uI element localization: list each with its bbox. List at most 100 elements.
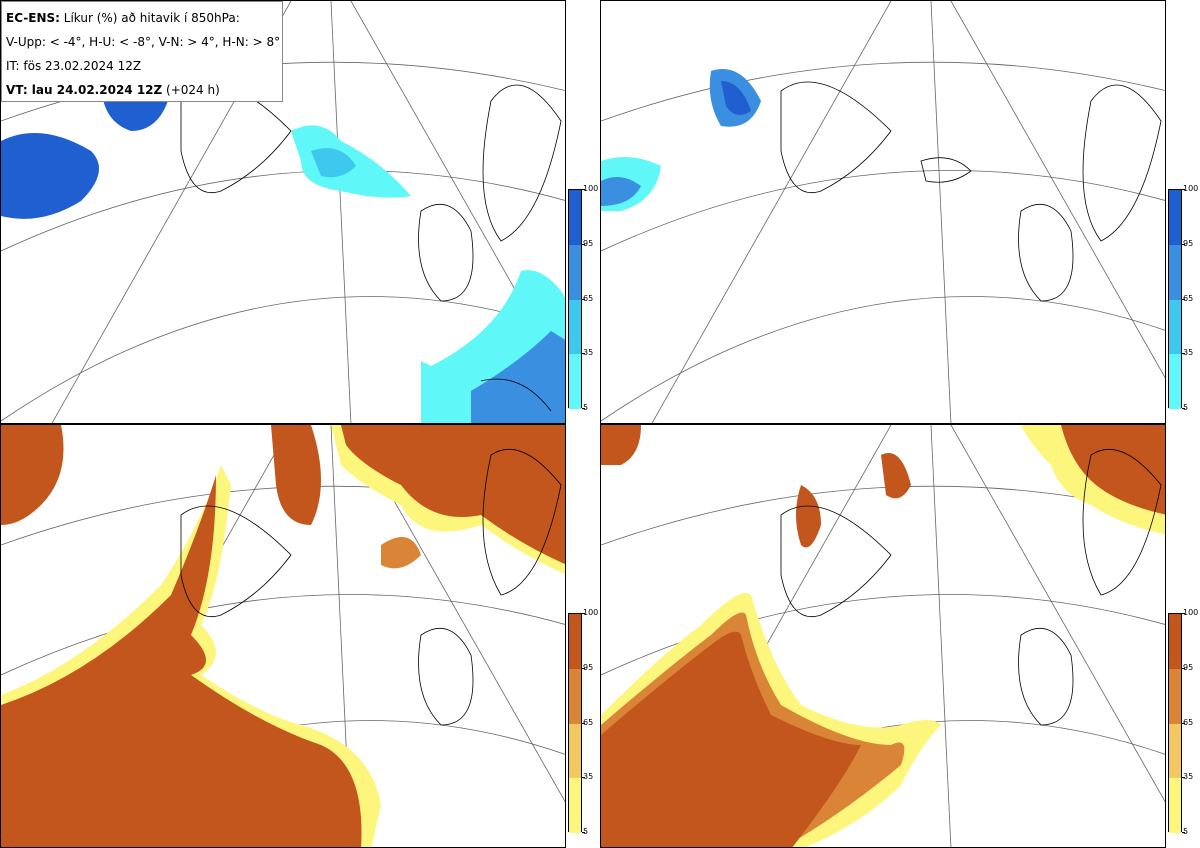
coastline [1082,448,1162,596]
colorbar-tick-label: 35 [583,772,594,782]
coastline [482,448,562,596]
colorbar-tick-label: 100 [583,608,599,617]
colorbar-tick-label: 95 [583,238,594,248]
colorbar-tick-label: 95 [1183,662,1194,672]
colorbar-warm: 100 95 65 35 5 [568,609,600,836]
colorbar-gradient [568,613,582,833]
colorbar-tick [582,667,585,669]
colorbar-segment [1169,614,1181,669]
info-initial-time: IT: fös 23.02.2024 12Z [6,59,142,73]
map-canvas [601,1,1165,423]
colorbar-gradient [568,189,582,409]
coastline [180,505,292,617]
colorbar-tick [1182,353,1185,355]
colorbar-tick-label: 5 [583,827,589,836]
colorbar-tick [1182,832,1185,833]
colorbar-tick-label: 65 [1183,293,1194,303]
colorbar-segment [569,190,581,245]
colorbar-tick [1182,298,1185,300]
colorbar-warm: 100 95 65 35 5 [1168,609,1200,836]
colorbar-tick [582,777,585,779]
latitude-line [601,296,1165,422]
colorbar-tick-label: 5 [1183,403,1189,412]
meridian-line [950,425,1165,803]
colorbar-tick [1182,722,1185,724]
colorbar-tick-label: 65 [1183,717,1194,727]
meridian-line [651,1,892,423]
colorbar-segment [1169,299,1181,355]
latitude-line [601,170,1165,252]
info-description: Líkur (%) að hitavik í 850hPa: [59,11,240,25]
colorbar-tick [582,189,585,190]
colorbar-segment [1169,668,1181,724]
colorbar-tick [582,613,585,614]
latitude-line [1,170,565,252]
colorbar-tick [582,408,585,409]
colorbar-tick-label: 35 [1183,772,1194,782]
colorbar-segment [569,614,581,669]
colorbar-tick-label: 35 [583,348,594,358]
info-lead-time: (+024 h) [162,83,220,97]
colorbar-tick-label: 100 [1183,608,1199,617]
coastline [920,157,972,183]
colorbar-gradient [1168,189,1182,409]
latitude-line [1,296,565,422]
map-canvas [1,425,565,847]
coastline [1018,203,1074,302]
map-canvas [601,425,1165,847]
latitude-line [601,61,1165,122]
map-canvas [1,1,565,423]
colorbar-tick [1182,613,1185,614]
colorbar-segment [1169,190,1181,245]
colorbar-tick-label: 100 [1183,184,1199,193]
map-panel-cold-8 [600,0,1166,424]
colorbar-tick-label: 5 [583,403,589,412]
coastline [418,203,474,302]
colorbar-segment [1169,778,1181,833]
colorbar-tick [1182,667,1185,669]
colorbar-cold: 100 95 65 35 5 [1168,185,1200,412]
colorbar-tick [582,832,585,833]
info-title: EC-ENS: [6,11,60,25]
meridian-line [330,1,352,423]
coastline [482,84,562,242]
map-panel-warm-4 [0,424,566,848]
coastline [780,81,892,193]
colorbar-segment [1169,723,1181,779]
coastline [1018,627,1074,726]
meridian-line [930,425,952,847]
colorbar-gradient [1168,613,1182,833]
colorbar-cold: 100 95 65 35 5 [568,185,600,412]
colorbar-tick-label: 65 [583,293,594,303]
coastline [1082,84,1162,242]
meridian-line [950,1,1165,379]
colorbar-tick-label: 100 [583,184,599,193]
latitude-line [1,594,565,676]
colorbar-tick [582,298,585,300]
colorbar-segment [569,244,581,300]
info-box: EC-ENS: Líkur (%) að hitavik í 850hPa: V… [1,1,283,102]
colorbar-tick-label: 95 [1183,238,1194,248]
colorbar-segment [569,723,581,779]
colorbar-tick-label: 35 [1183,348,1194,358]
map-panel-cold-4: EC-ENS: Líkur (%) að hitavik í 850hPa: V… [0,0,566,424]
colorbar-tick [582,243,585,245]
colorbar-tick [1182,408,1185,409]
colorbar-tick [582,722,585,724]
colorbar-tick [1182,777,1185,779]
colorbar-segment [569,668,581,724]
colorbar-segment [569,354,581,409]
colorbar-tick [1182,189,1185,190]
colorbar-tick-label: 65 [583,717,594,727]
map-panel-warm-8 [600,424,1166,848]
colorbar-tick-label: 5 [1183,827,1189,836]
coastline [418,627,474,726]
colorbar-segment [569,778,581,833]
colorbar-tick [1182,243,1185,245]
info-thresholds: V-Upp: < -4°, H-U: < -8°, V-N: > 4°, H-N… [6,35,281,49]
colorbar-tick-label: 95 [583,662,594,672]
colorbar-segment [1169,244,1181,300]
coastline [780,505,892,617]
info-valid-time: VT: lau 24.02.2024 12Z [6,83,163,97]
colorbar-segment [569,299,581,355]
